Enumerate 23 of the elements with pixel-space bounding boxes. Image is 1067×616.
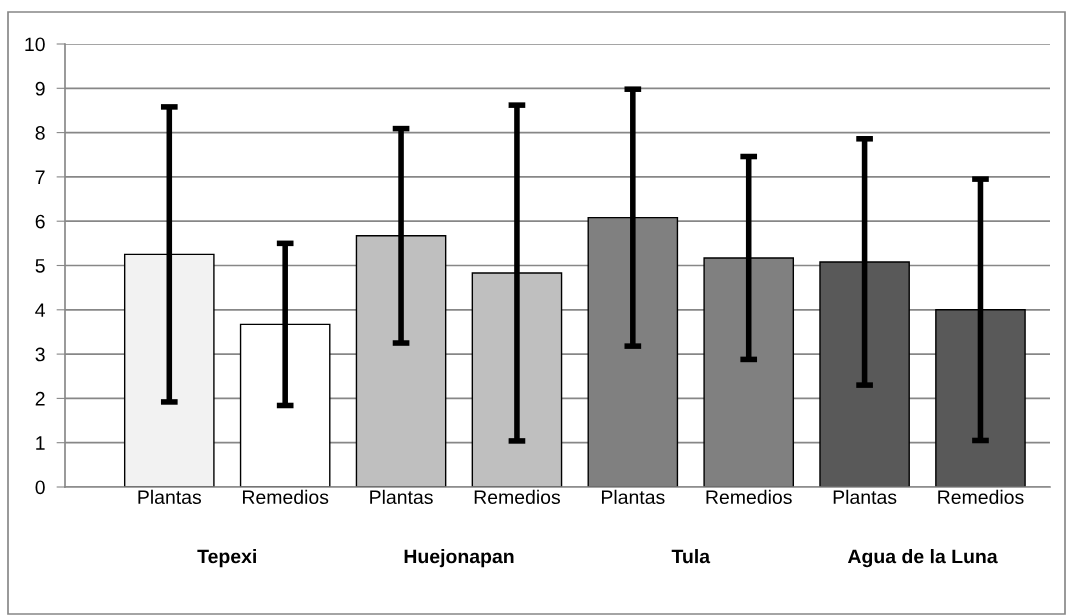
y-tick-label: 8 (35, 126, 45, 140)
y-tick-label: 10 (25, 37, 45, 52)
y-tick-label: 4 (35, 303, 45, 317)
x-tick-label: Plantas (833, 489, 897, 505)
text: Tepexi (197, 549, 256, 568)
x-tick-label: Remedios (243, 489, 329, 505)
y-tick-label: 6 (35, 214, 45, 229)
x-tick-label: Remedios (706, 489, 792, 505)
y-tick-label: 5 (35, 259, 45, 273)
x-tick-label: Plantas (370, 489, 433, 505)
x-tick-label: Plantas (138, 489, 202, 505)
y-tick-label: 3 (35, 347, 45, 362)
text: Agua de la Luna (847, 549, 998, 568)
y-tick-label: 7 (35, 170, 45, 184)
y-tick-label: 2 (35, 391, 45, 406)
y-tick-label: 1 (36, 436, 45, 450)
y-tick-label: 0 (35, 480, 45, 495)
x-tick-label: Plantas (601, 489, 665, 505)
text: Huejonapan (404, 549, 514, 568)
text: Tula (671, 549, 711, 564)
x-tick-label: Remedios (938, 489, 1024, 505)
x-tick-label: Remedios (474, 489, 561, 505)
y-tick-label: 9 (35, 81, 45, 96)
